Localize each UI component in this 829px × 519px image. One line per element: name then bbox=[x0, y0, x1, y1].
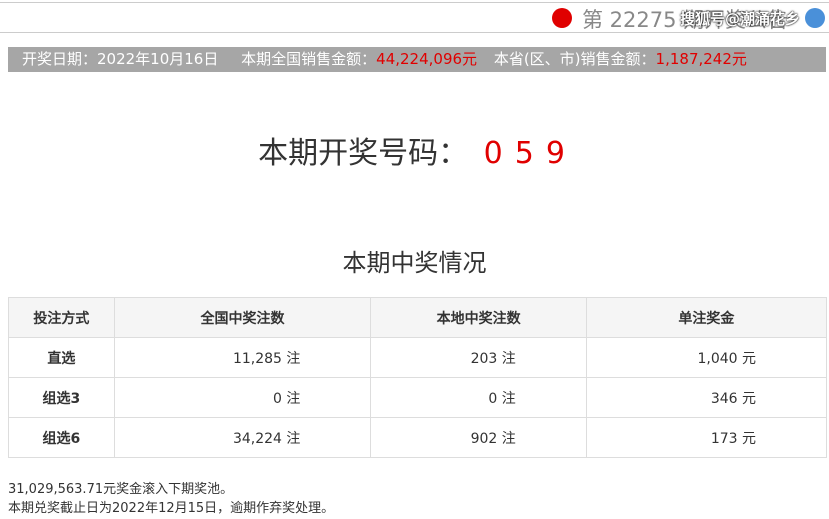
table-cell: 组选6 bbox=[8, 417, 115, 458]
table-row: 组选6 34,224 注 902 注 173 元 bbox=[8, 417, 828, 458]
header-cell: 投注方式 bbox=[8, 297, 115, 338]
prize-table: 投注方式 全国中奖注数 本地中奖注数 单注奖金 直选 11,285 注 203 注 1,04… bbox=[8, 297, 828, 458]
draw-label: 本期开奖号码： bbox=[258, 136, 469, 171]
blue-dot bbox=[805, 8, 825, 28]
draw-number: 9 bbox=[545, 136, 565, 171]
header-bar: 第 22275 期开奖公告 搜狐号@潮涌花乡 bbox=[0, 2, 829, 33]
table-cell: 34,224 注 bbox=[113, 417, 372, 458]
table-cell: 直选 bbox=[8, 337, 115, 378]
table-header: 投注方式 全国中奖注数 本地中奖注数 单注奖金 bbox=[8, 297, 828, 338]
table-cell: 11,285 注 bbox=[113, 337, 372, 378]
table-cell: 173 元 bbox=[585, 417, 828, 458]
table-cell: 组选3 bbox=[8, 377, 115, 418]
draw-date: 开奖日期：2022年10月16日 bbox=[22, 50, 219, 68]
header-cell: 全国中奖注数 bbox=[113, 297, 372, 338]
header-cell: 本地中奖注数 bbox=[370, 297, 587, 338]
province-label: 本省(区、市)销售金额： bbox=[493, 50, 656, 68]
draw-number: 0 bbox=[483, 136, 503, 171]
table-row: 直选 11,285 注 203 注 1,040 元 bbox=[8, 337, 828, 378]
issue-title: 第 22275 期开奖公告 bbox=[582, 8, 789, 32]
table-cell: 203 注 bbox=[370, 337, 587, 378]
footer-notes: 31,029,563.71元奖金滚入下期奖池。本期兑奖截止日为2022年12月1… bbox=[8, 480, 334, 518]
footer-line: 31,029,563.71元奖金滚入下期奖池。 bbox=[8, 482, 234, 497]
province-amount: 1,187,242元 bbox=[655, 50, 747, 68]
table-cell: 902 注 bbox=[370, 417, 587, 458]
header-cell: 单注奖金 bbox=[585, 297, 828, 338]
table-cell: 346 元 bbox=[585, 377, 828, 418]
draw-number: 5 bbox=[514, 136, 534, 171]
table-cell: 0 注 bbox=[113, 377, 372, 418]
footer-line: 本期兑奖截止日为2022年12月15日，逾期作弃奖处理。 bbox=[8, 501, 335, 516]
table-cell: 0 注 bbox=[370, 377, 587, 418]
national-amount: 44,224,096元 bbox=[376, 50, 478, 68]
table-cell: 1,040 元 bbox=[585, 337, 828, 378]
watermark: 搜狐号@潮涌花乡 bbox=[680, 10, 801, 28]
red-dot bbox=[552, 8, 572, 28]
info-bar: 开奖日期：2022年10月16日 本期全国销售金额：44,224,096元 本省… bbox=[8, 47, 826, 72]
national-label: 本期全国销售金额： bbox=[241, 50, 377, 68]
section-title: 本期中奖情况 bbox=[342, 249, 487, 277]
